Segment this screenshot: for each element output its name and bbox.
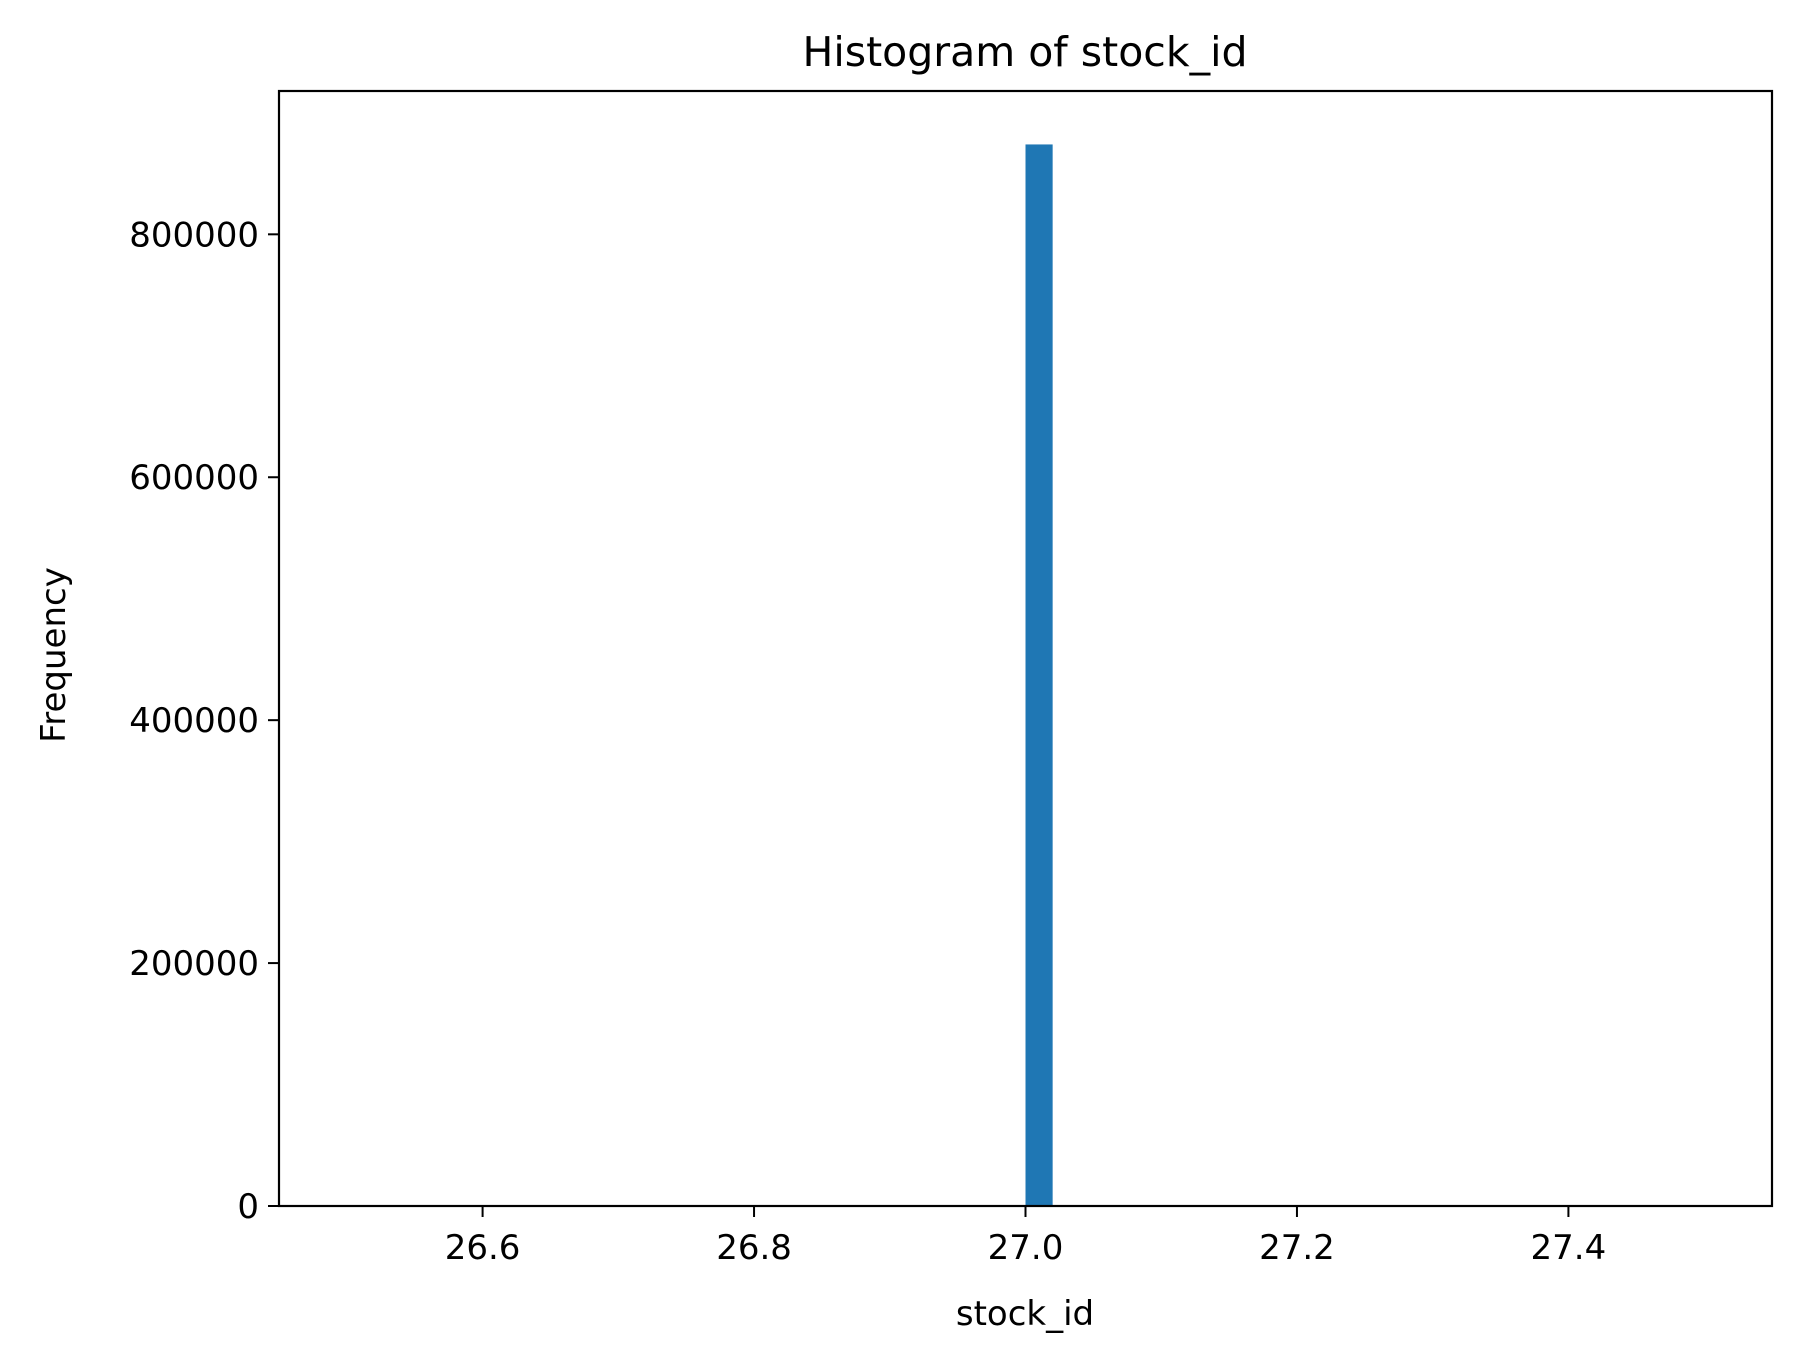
x-tick-label: 27.0 (988, 1228, 1064, 1268)
x-axis: 26.6 26.8 27.0 27.2 27.4 (445, 1206, 1607, 1268)
y-axis: 0 200000 400000 600000 800000 (129, 215, 279, 1227)
x-tick-label: 27.4 (1531, 1228, 1607, 1268)
x-tick-label: 26.6 (445, 1228, 521, 1268)
y-tick-label: 600000 (129, 458, 259, 498)
x-tick-label: 27.2 (1259, 1228, 1335, 1268)
chart-title: Histogram of stock_id (803, 28, 1248, 76)
x-axis-title: stock_id (956, 1294, 1094, 1334)
y-tick-label: 800000 (129, 215, 259, 255)
y-axis-title: Frequency (34, 567, 74, 743)
axes-frame (277, 89, 1774, 1208)
y-tick-label: 0 (237, 1187, 259, 1227)
x-tick-label: 26.8 (716, 1228, 792, 1268)
bars-layer (1025, 144, 1053, 1206)
y-tick-label: 400000 (129, 701, 259, 741)
y-tick-label: 200000 (129, 944, 259, 984)
histogram-bar (1025, 144, 1053, 1206)
